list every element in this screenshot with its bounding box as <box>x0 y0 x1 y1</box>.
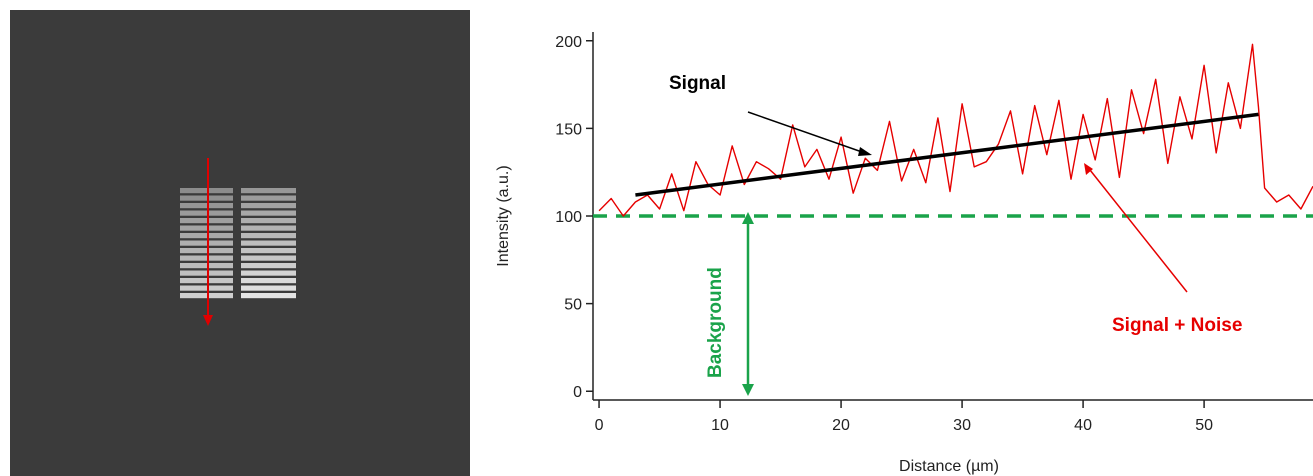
right-grating-bar <box>241 270 296 276</box>
left-grating-bar <box>180 270 233 276</box>
noise-pointer-head <box>1084 163 1093 175</box>
x-tick-label: 0 <box>595 417 604 434</box>
right-grating-bar <box>241 225 296 231</box>
left-grating-bar <box>180 255 233 261</box>
left-grating-bar <box>180 248 233 254</box>
microscope-image <box>10 10 470 476</box>
x-tick-label: 40 <box>1074 417 1092 434</box>
right-grating-bar <box>241 278 296 284</box>
left-grating-bar <box>180 203 233 209</box>
signal-pointer-line <box>747 111 863 153</box>
noise-pointer-line <box>1089 169 1188 293</box>
right-grating-bar <box>241 255 296 261</box>
left-grating <box>180 188 233 299</box>
right-grating-bar <box>241 218 296 224</box>
right-grating-bar <box>241 293 296 299</box>
y-axis-title: Intensity (a.u.) <box>495 165 512 266</box>
y-tick-label: 0 <box>573 384 582 401</box>
right-grating-bar <box>241 203 296 209</box>
x-axis-title: Distance (µm) <box>899 458 999 475</box>
signal-label: Signal <box>669 73 726 94</box>
background-arrow-head-top <box>742 212 754 224</box>
signal-fit-line <box>635 112 1259 197</box>
left-grating-bar <box>180 278 233 284</box>
right-grating-bar <box>241 285 296 291</box>
right-grating-bar <box>241 210 296 216</box>
left-grating-bar <box>180 225 233 231</box>
y-tick-label: 150 <box>555 121 582 138</box>
image-background <box>10 10 470 476</box>
right-grating-bar <box>241 195 296 201</box>
right-grating <box>241 188 296 299</box>
left-grating-bar <box>180 210 233 216</box>
left-grating-bar <box>180 218 233 224</box>
x-tick-label: 30 <box>953 417 971 434</box>
background-label: Background <box>705 267 726 378</box>
x-tick-label: 20 <box>832 417 850 434</box>
signal-noise-trace <box>598 43 1313 217</box>
left-grating-bar <box>180 233 233 239</box>
right-grating-bar <box>241 233 296 239</box>
y-tick-label: 100 <box>555 209 582 226</box>
y-tick-label: 50 <box>564 297 582 314</box>
x-tick-label: 50 <box>1195 417 1213 434</box>
left-grating-bar <box>180 293 233 299</box>
y-tick-label: 200 <box>555 34 582 51</box>
profile-arrow-head <box>203 315 213 326</box>
right-grating-bar <box>241 248 296 254</box>
left-grating-bar <box>180 188 233 194</box>
signal-noise-label: Signal + Noise <box>1112 315 1242 336</box>
x-tick-label: 10 <box>711 417 729 434</box>
right-grating-bar <box>241 240 296 246</box>
left-grating-bar <box>180 263 233 269</box>
left-grating-bar <box>180 285 233 291</box>
left-grating-bar <box>180 195 233 201</box>
right-grating-bar <box>241 188 296 194</box>
signal-pointer-head <box>858 147 872 156</box>
right-grating-bar <box>241 263 296 269</box>
intensity-profile-chart: 0 50 100 150 200 0 10 20 30 40 50 Signal Signal + … <box>495 32 1313 475</box>
left-grating-bar <box>180 240 233 246</box>
background-arrow-head-bottom <box>742 384 754 396</box>
